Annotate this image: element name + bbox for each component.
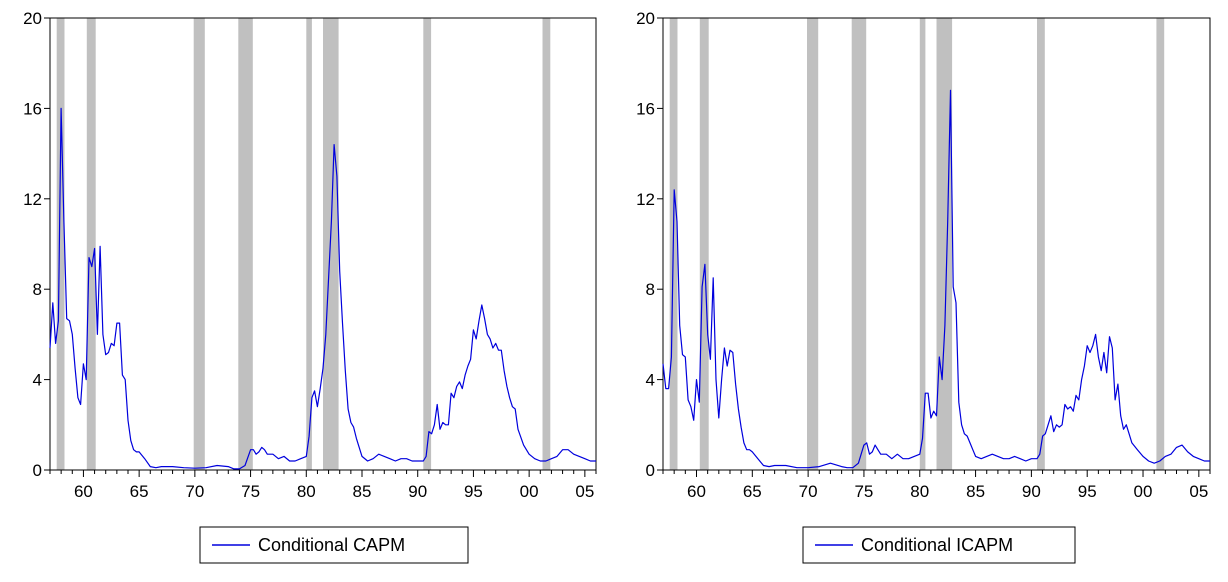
y-tick-label: 4	[33, 371, 42, 390]
recession-band	[542, 18, 551, 470]
recession-band	[919, 18, 926, 470]
plot-frame	[49, 17, 597, 471]
x-tick-label: 95	[464, 482, 483, 501]
recession-band	[851, 18, 867, 470]
recession-band	[193, 18, 205, 470]
y-tick-label: 12	[636, 190, 655, 209]
series-line	[49, 107, 596, 470]
legend-label: Conditional CAPM	[258, 535, 405, 555]
y-tick-label: 16	[23, 99, 42, 118]
recession-band	[56, 18, 65, 470]
chart-panel-2: 0 4 8 12 16 20 60 65 70 75 80 85 90 95 00 05 Conditional…	[636, 9, 1211, 564]
plot-frame	[662, 17, 1211, 471]
x-tick-label: 65	[743, 482, 762, 501]
x-tick-label: 90	[408, 482, 427, 501]
x-tick-label: 80	[297, 482, 316, 501]
x-tick-label: 85	[353, 482, 372, 501]
x-tick-label: 05	[1189, 482, 1208, 501]
legend: Conditional CAPM	[199, 526, 469, 564]
x-tick-label: 85	[966, 482, 985, 501]
y-tick-label: 20	[23, 9, 42, 28]
recession-band	[306, 18, 312, 470]
x-tick-label: 00	[520, 482, 539, 501]
y-tick-label: 0	[646, 461, 655, 480]
x-tick-label: 05	[575, 482, 594, 501]
recession-band	[807, 18, 819, 470]
x-tick-label: 95	[1078, 482, 1097, 501]
x-tick-label: 65	[130, 482, 149, 501]
legend-label: Conditional ICAPM	[861, 535, 1013, 555]
y-tick-label: 20	[636, 9, 655, 28]
y-tick-label: 0	[33, 461, 42, 480]
recession-band	[238, 18, 253, 470]
x-tick-label: 70	[799, 482, 818, 501]
x-tick-label: 60	[687, 482, 706, 501]
x-tick-label: 60	[74, 482, 93, 501]
legend: Conditional ICAPM	[802, 526, 1076, 564]
y-tick-label: 8	[33, 280, 42, 299]
recession-band	[86, 18, 96, 470]
x-tick-label: 90	[1022, 482, 1041, 501]
y-tick-label: 8	[646, 280, 655, 299]
series-line	[662, 89, 1210, 469]
recession-band	[699, 18, 709, 470]
recession-band	[1156, 18, 1165, 470]
recession-band	[1037, 18, 1045, 470]
recession-band	[936, 18, 953, 470]
x-tick-label: 70	[185, 482, 204, 501]
y-tick-label: 16	[636, 99, 655, 118]
x-tick-label: 80	[910, 482, 929, 501]
x-tick-label: 75	[241, 482, 260, 501]
recession-band	[423, 18, 432, 470]
y-tick-label: 4	[646, 371, 655, 390]
y-tick-label: 12	[23, 190, 42, 209]
x-tick-label: 00	[1134, 482, 1153, 501]
x-tick-label: 75	[854, 482, 873, 501]
chart-panel-1: 0 4 8 12 16 20 60 65 70 75 80 85 90 95 00 05 Conditional…	[23, 9, 597, 564]
